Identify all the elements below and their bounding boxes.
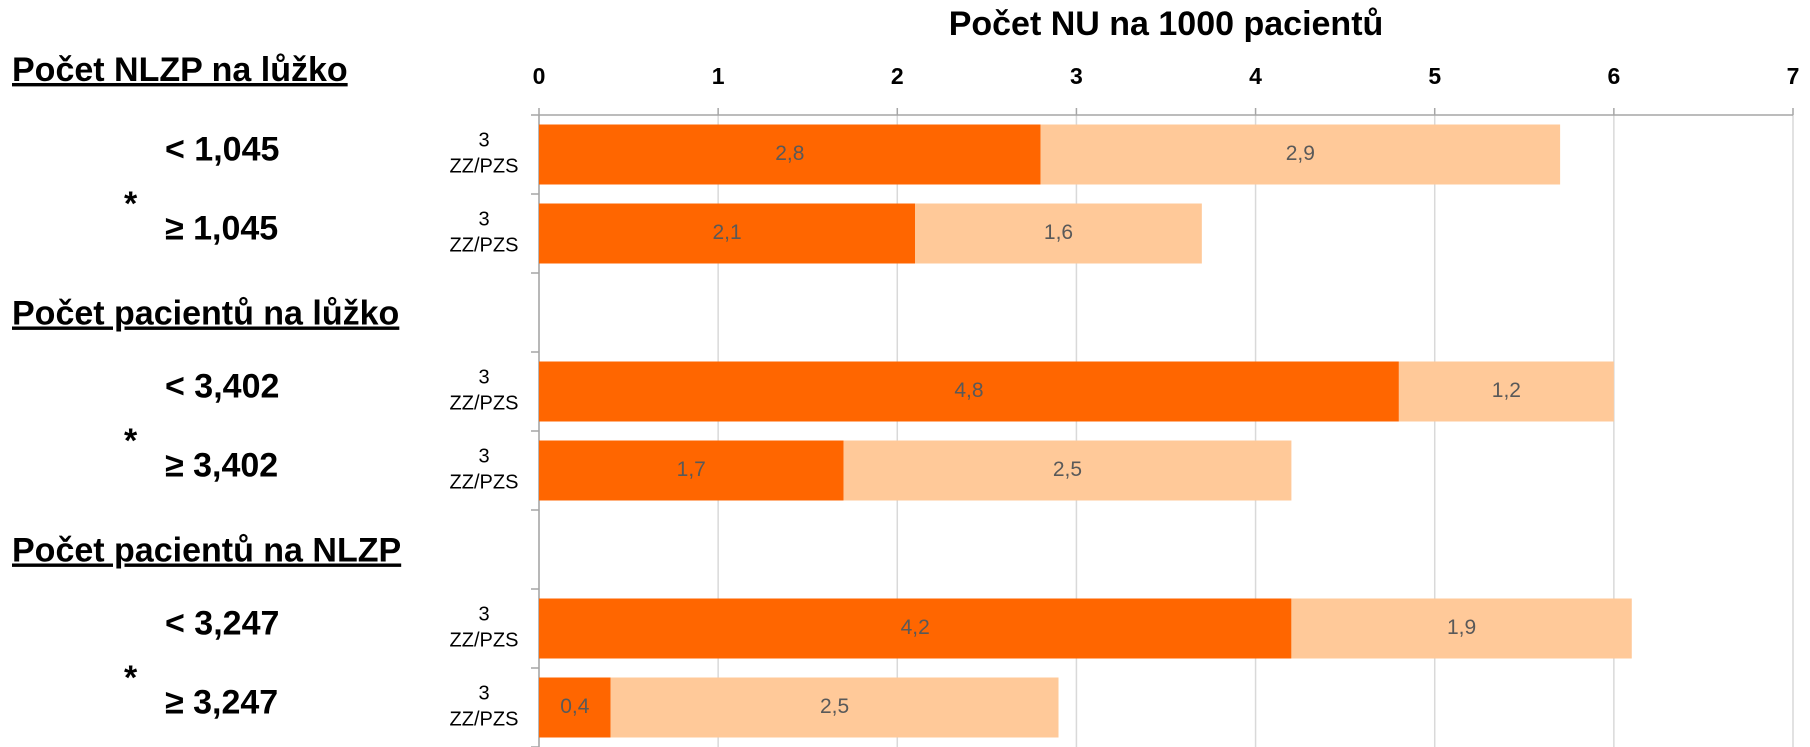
bar-segment [610,677,1059,738]
value-label: 2,1 [712,221,741,244]
bar-segment [539,677,611,738]
group-item: ≥ 1,045 [165,209,278,247]
y-tick-label: 3 ZZ/PZS [450,604,519,652]
group-item: < 3,247 [165,604,279,642]
x-tick-label: 6 [1607,63,1620,89]
bar-segment [539,440,844,501]
y-tick-label-line: ZZ/PZS [450,709,519,731]
y-tick-label: 3 ZZ/PZS [450,209,519,257]
x-tick-label: 3 [1070,63,1083,89]
y-tick-label: 3 ZZ/PZS [450,367,519,415]
value-label: 2,8 [775,142,804,165]
group-title: Počet NLZP na lůžko [12,51,348,89]
y-tick-label-line: 3 [478,446,489,468]
x-tick-label: 0 [533,63,546,89]
y-tick-label-line: ZZ/PZS [450,156,519,178]
y-tick-label-line: 3 [478,367,489,389]
value-label: 2,9 [1286,142,1315,165]
y-tick-label: 3 ZZ/PZS [450,683,519,731]
bar-segment [1291,598,1632,659]
group-title: Počet pacientů na NLZP [12,531,401,569]
x-tick-label: 1 [712,63,725,89]
chart-title: Počet NU na 1000 pacientů [949,5,1384,43]
bar-segment [915,203,1202,264]
bar-segment [539,598,1292,659]
group-item: ≥ 3,247 [165,683,278,721]
y-tick-label-line: 3 [478,209,489,231]
y-tick-label-line: ZZ/PZS [450,393,519,415]
group-item: < 3,402 [165,367,279,405]
y-tick-label-line: 3 [478,683,489,705]
significance-marker: * [124,185,138,223]
value-label: 1,6 [1044,221,1073,244]
y-tick-label-line: ZZ/PZS [450,630,519,652]
bar-segment [1040,124,1561,185]
group-item: < 1,045 [165,130,279,168]
x-tick-label: 5 [1428,63,1441,89]
bar-segment [1398,361,1614,422]
y-tick-label: 3 ZZ/PZS [450,130,519,178]
value-label: 2,5 [820,695,849,718]
y-tick-label-line: 3 [478,130,489,152]
value-label: 2,5 [1053,458,1082,481]
x-tick-label: 2 [891,63,904,89]
y-tick-label-line: 3 [478,604,489,626]
bar-segment [539,203,916,264]
group-title: Počet pacientů na lůžko [12,294,399,332]
bar-segment [843,440,1292,501]
group-item: ≥ 3,402 [165,446,278,484]
y-tick-label-line: ZZ/PZS [450,235,519,257]
value-label: 1,9 [1447,616,1476,639]
value-label: 1,7 [677,458,706,481]
value-label: 4,8 [954,379,983,402]
bar-segment [539,124,1041,185]
x-tick-label: 4 [1249,63,1262,89]
y-tick-label-line: ZZ/PZS [450,472,519,494]
bar-segment [539,361,1399,422]
value-label: 1,2 [1492,379,1521,402]
value-label: 0,4 [560,695,590,718]
y-tick-label: 3 ZZ/PZS [450,446,519,494]
significance-marker: * [124,659,138,697]
value-label: 4,2 [901,616,930,639]
x-tick-label: 7 [1787,63,1800,89]
significance-marker: * [124,422,138,460]
